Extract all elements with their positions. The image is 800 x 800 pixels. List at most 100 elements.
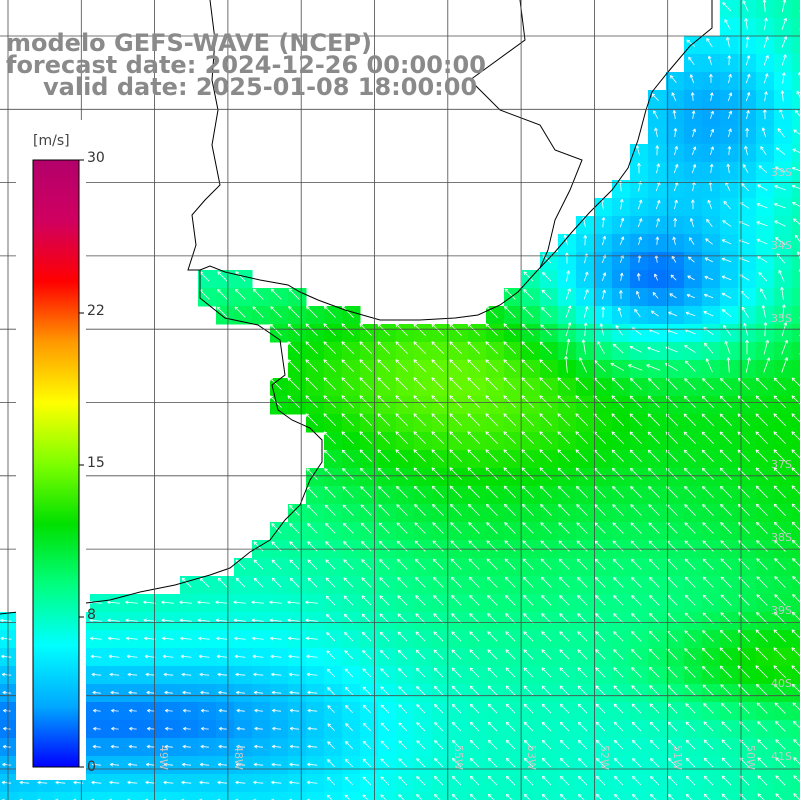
speed-cell bbox=[324, 792, 343, 800]
wind-arrow bbox=[705, 358, 713, 373]
wind-arrow bbox=[199, 577, 210, 588]
wind-arrow bbox=[631, 667, 642, 678]
wind-arrow bbox=[650, 793, 657, 800]
wind-arrow bbox=[486, 576, 498, 588]
wind-arrow bbox=[3, 708, 11, 713]
speed-cell bbox=[306, 792, 325, 800]
wind-arrow bbox=[637, 199, 643, 210]
wind-arrow bbox=[289, 559, 300, 570]
wind-arrow bbox=[271, 559, 282, 570]
wind-arrow bbox=[595, 613, 606, 624]
wind-arrow bbox=[199, 672, 210, 677]
wind-arrow bbox=[307, 762, 318, 767]
wind-arrow bbox=[487, 631, 498, 642]
wind-arrow bbox=[270, 306, 282, 318]
wind-arrow bbox=[289, 690, 300, 695]
wind-arrow bbox=[727, 92, 733, 101]
wind-arrow bbox=[684, 594, 696, 606]
wind-arrow bbox=[431, 485, 444, 498]
wind-arrow bbox=[323, 359, 337, 373]
wind-arrow bbox=[161, 600, 174, 605]
wind-arrow bbox=[791, 395, 800, 405]
wind-arrow bbox=[362, 776, 372, 786]
wind-arrow bbox=[288, 672, 300, 677]
speed-cell bbox=[378, 792, 397, 800]
wind-arrow bbox=[397, 577, 408, 588]
wind-arrow bbox=[755, 503, 768, 516]
wind-arrow bbox=[107, 618, 120, 623]
wind-arrow bbox=[143, 600, 156, 605]
wind-arrow bbox=[745, 36, 750, 48]
wind-arrow bbox=[434, 722, 444, 732]
wind-arrow bbox=[745, 339, 749, 355]
wind-arrow bbox=[742, 0, 749, 12]
longitude-label: 48W bbox=[232, 745, 245, 770]
wind-arrow bbox=[522, 306, 534, 318]
wind-arrow bbox=[773, 431, 787, 445]
wind-arrow bbox=[108, 654, 120, 659]
wind-arrow bbox=[701, 395, 714, 408]
wind-arrow bbox=[773, 413, 787, 427]
wind-arrow bbox=[707, 199, 713, 210]
wind-arrow bbox=[719, 665, 732, 678]
wind-arrow bbox=[703, 775, 714, 786]
wind-arrow bbox=[577, 613, 588, 624]
wind-arrow bbox=[341, 449, 354, 462]
wind-arrow bbox=[452, 775, 462, 786]
colorbar-tick-22: 22 bbox=[87, 303, 105, 319]
speed-cell bbox=[792, 144, 800, 163]
wind-arrow bbox=[650, 310, 659, 317]
wind-arrow bbox=[161, 618, 174, 623]
wind-arrow bbox=[522, 540, 534, 552]
wind-arrow bbox=[577, 739, 588, 750]
wind-arrow bbox=[92, 744, 101, 749]
speed-cell bbox=[288, 792, 307, 800]
wind-arrow bbox=[631, 721, 642, 732]
wind-arrow bbox=[341, 395, 355, 409]
wind-arrow bbox=[684, 558, 696, 570]
wind-arrow bbox=[504, 540, 516, 552]
speed-cell bbox=[252, 792, 271, 800]
speed-cell bbox=[612, 792, 631, 800]
wind-arrow bbox=[539, 359, 553, 373]
speed-cell bbox=[216, 792, 235, 800]
country-border bbox=[187, 0, 221, 271]
wind-arrow bbox=[165, 708, 173, 713]
wind-arrow bbox=[452, 757, 462, 768]
wind-arrow bbox=[791, 413, 800, 423]
wind-arrow bbox=[755, 395, 768, 408]
wind-arrow bbox=[619, 290, 623, 299]
wind-arrow bbox=[689, 237, 695, 245]
wind-arrow bbox=[761, 127, 767, 138]
wind-arrow bbox=[775, 793, 783, 800]
wind-arrow bbox=[792, 148, 800, 153]
wind-arrow bbox=[649, 739, 660, 750]
wind-arrow bbox=[218, 726, 227, 731]
wind-arrow bbox=[689, 74, 695, 84]
wind-arrow bbox=[487, 721, 498, 732]
speed-cell bbox=[792, 720, 800, 739]
wind-arrow bbox=[683, 449, 696, 462]
wind-arrow bbox=[774, 702, 786, 714]
wind-arrow bbox=[345, 723, 353, 731]
wind-arrow bbox=[326, 776, 335, 786]
wind-arrow bbox=[217, 672, 228, 677]
wind-arrow bbox=[684, 648, 696, 660]
wind-arrow bbox=[557, 485, 570, 498]
wind-arrow bbox=[487, 739, 498, 750]
wind-arrow bbox=[450, 503, 462, 516]
wind-arrow bbox=[323, 449, 336, 462]
wind-arrow bbox=[541, 613, 552, 624]
wind-arrow bbox=[791, 377, 800, 387]
wind-arrow bbox=[431, 341, 445, 355]
wind-arrow bbox=[560, 793, 567, 800]
wind-arrow bbox=[128, 762, 138, 767]
wind-arrow bbox=[791, 629, 800, 639]
wind-arrow bbox=[723, 200, 731, 209]
wind-arrow bbox=[684, 345, 696, 353]
coastline-line bbox=[0, 0, 713, 615]
wind-arrow bbox=[540, 558, 552, 570]
wind-arrow bbox=[487, 793, 495, 800]
speed-cell bbox=[432, 792, 451, 800]
